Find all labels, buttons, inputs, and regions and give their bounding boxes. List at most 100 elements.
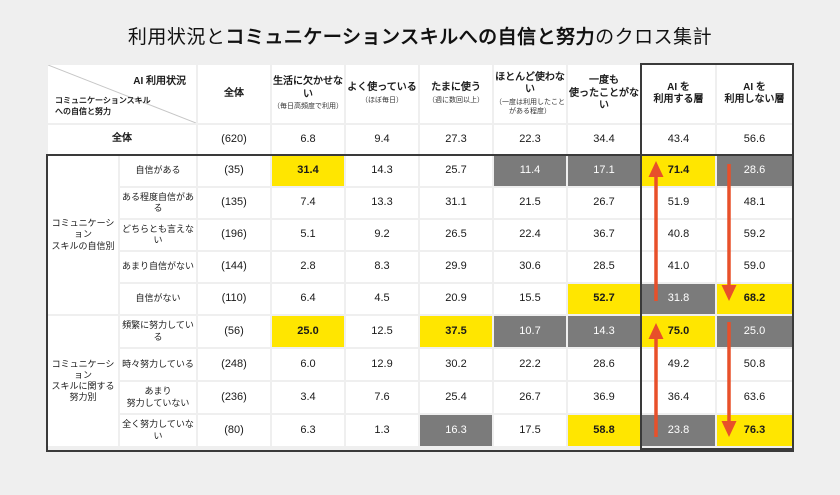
header-col-total: 全体 <box>198 65 270 123</box>
data-cell: 28.5 <box>568 252 640 282</box>
data-cell: 59.2 <box>717 220 792 250</box>
data-cell: 31.8 <box>642 284 715 314</box>
data-cell: 26.5 <box>420 220 492 250</box>
row-label: 全く努力していない <box>120 415 196 446</box>
header-col-never: 一度も 使ったことがない <box>568 65 640 123</box>
data-cell: 1.3 <box>346 415 418 446</box>
header-sublabel: （ほぼ毎日） <box>361 96 403 104</box>
row-n: (248) <box>198 349 270 380</box>
header-col-daily-heavy: 生活に欠かせない （毎日高頻度で利用） <box>272 65 344 123</box>
data-cell: 6.4 <box>272 284 344 314</box>
data-cell: 3.4 <box>272 382 344 413</box>
data-cell: 59.0 <box>717 252 792 282</box>
data-cell: 63.6 <box>717 382 792 413</box>
data-cell: 17.5 <box>494 415 566 446</box>
data-cell: 71.4 <box>642 156 715 186</box>
diagonal-divider <box>48 65 196 123</box>
data-cell: 26.7 <box>494 382 566 413</box>
data-cell: 58.8 <box>568 415 640 446</box>
data-cell: 4.5 <box>346 284 418 314</box>
data-cell: 12.5 <box>346 316 418 347</box>
row-label: ある程度自信がある <box>120 188 196 218</box>
data-cell: 22.2 <box>494 349 566 380</box>
data-cell: 36.9 <box>568 382 640 413</box>
data-cell: 51.9 <box>642 188 715 218</box>
row-n: (80) <box>198 415 270 446</box>
total-n: (620) <box>198 125 270 154</box>
data-cell: 37.5 <box>420 316 492 347</box>
header-label: よく使っている <box>347 82 417 94</box>
data-cell: 9.4 <box>346 125 418 154</box>
data-cell: 14.3 <box>346 156 418 186</box>
header-label: ほとんど使わない <box>495 71 565 96</box>
group-label-effort: コミュニケーション スキルに関する 努力別 <box>48 316 118 446</box>
data-cell: 14.3 <box>568 316 640 347</box>
group-label-confidence: コミュニケーション スキルの自信別 <box>48 156 118 314</box>
title-prefix: 利用状況と <box>127 27 226 48</box>
data-cell: 41.0 <box>642 252 715 282</box>
data-cell: 6.8 <box>272 125 344 154</box>
data-cell: 40.8 <box>642 220 715 250</box>
data-cell: 25.7 <box>420 156 492 186</box>
header-sublabel: （毎日高頻度で利用） <box>273 103 343 111</box>
header-col-ai-users: AI を 利用する層 <box>642 65 715 123</box>
data-cell: 9.2 <box>346 220 418 250</box>
data-cell: 28.6 <box>568 349 640 380</box>
corner-axis-rows: コミュニケーションスキル への自信と努力 <box>55 96 151 116</box>
data-cell: 68.2 <box>717 284 792 314</box>
crosstab-table: AI 利用状況 コミュニケーションスキル への自信と努力 全体 生活に欠かせない… <box>46 63 794 452</box>
header-sublabel: （一度は利用したこと がある程度） <box>495 98 565 115</box>
header-label: たまに使う <box>431 82 481 94</box>
data-cell: 8.3 <box>346 252 418 282</box>
data-cell: 36.4 <box>642 382 715 413</box>
title-suffix: のクロス集計 <box>595 27 713 48</box>
data-cell: 10.7 <box>494 316 566 347</box>
data-cell: 30.2 <box>420 349 492 380</box>
data-cell: 12.9 <box>346 349 418 380</box>
data-cell: 48.1 <box>717 188 792 218</box>
header-label: AI を 利用しない層 <box>724 81 785 106</box>
corner-axis-columns: AI 利用状況 <box>133 76 186 87</box>
data-cell: 49.2 <box>642 349 715 380</box>
data-cell: 6.0 <box>272 349 344 380</box>
data-cell: 15.5 <box>494 284 566 314</box>
data-cell: 31.4 <box>272 156 344 186</box>
row-n: (236) <box>198 382 270 413</box>
row-n: (144) <box>198 252 270 282</box>
data-cell: 76.3 <box>717 415 792 446</box>
data-cell: 17.1 <box>568 156 640 186</box>
data-cell: 16.3 <box>420 415 492 446</box>
data-cell: 25.4 <box>420 382 492 413</box>
data-cell: 6.3 <box>272 415 344 446</box>
row-label: 時々努力している <box>120 349 196 380</box>
header-label: 全体 <box>224 87 244 99</box>
page-title: 利用状況とコミュニケーションスキルへの自信と努力のクロス集計 <box>0 22 840 49</box>
header-label: AI を 利用する層 <box>653 81 704 106</box>
row-label: 頻繁に努力している <box>120 316 196 347</box>
data-cell: 28.6 <box>717 156 792 186</box>
data-cell: 23.8 <box>642 415 715 446</box>
row-label: あまり自信がない <box>120 252 196 282</box>
row-label: 自信がない <box>120 284 196 314</box>
data-cell: 75.0 <box>642 316 715 347</box>
row-label: 自信がある <box>120 156 196 186</box>
title-emphasis: コミュニケーションスキルへの自信と努力 <box>225 27 596 48</box>
data-cell: 43.4 <box>642 125 715 154</box>
data-cell: 21.5 <box>494 188 566 218</box>
row-n: (135) <box>198 188 270 218</box>
corner-header-cell: AI 利用状況 コミュニケーションスキル への自信と努力 <box>48 65 196 123</box>
row-n: (196) <box>198 220 270 250</box>
data-cell: 13.3 <box>346 188 418 218</box>
header-col-rarely: ほとんど使わない （一度は利用したこと がある程度） <box>494 65 566 123</box>
header-label: 生活に欠かせない <box>273 76 343 100</box>
row-n: (110) <box>198 284 270 314</box>
data-cell: 2.8 <box>272 252 344 282</box>
header-sublabel: （週に数回以上） <box>428 96 484 104</box>
total-row-label: 全体 <box>48 125 196 154</box>
header-col-often: よく使っている （ほぼ毎日） <box>346 65 418 123</box>
data-cell: 7.6 <box>346 382 418 413</box>
data-cell: 27.3 <box>420 125 492 154</box>
data-cell: 22.4 <box>494 220 566 250</box>
data-cell: 56.6 <box>717 125 792 154</box>
data-cell: 29.9 <box>420 252 492 282</box>
